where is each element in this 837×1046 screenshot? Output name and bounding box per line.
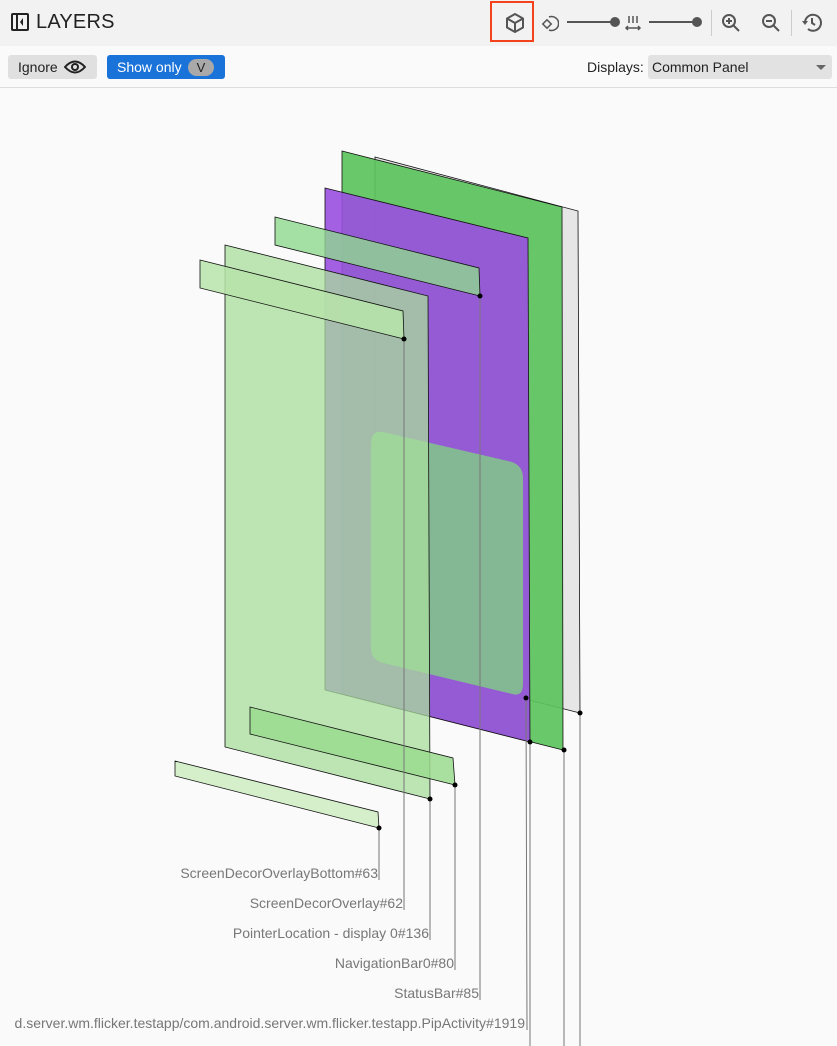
show-only-label: Show only	[117, 59, 182, 75]
layers-3d-canvas[interactable]: ScreenDecorOverlayBottom#63 ScreenDecorO…	[0, 88, 837, 1046]
rotation-slider-track[interactable]	[567, 21, 615, 23]
panel-title: LAYERS	[36, 11, 115, 33]
show-only-button[interactable]: Show only V	[107, 55, 225, 79]
selected-tool-highlight	[490, 1, 534, 42]
layer-anchor-dot	[527, 739, 533, 745]
rotation-icon	[541, 15, 559, 32]
spacing-slider-track[interactable]	[649, 21, 697, 23]
zoom-out-icon	[762, 14, 780, 32]
layer-anchor-dot	[523, 695, 529, 701]
zoom-in-icon	[722, 14, 740, 32]
ignore-label: Ignore	[18, 59, 58, 75]
show-only-chip[interactable]: V	[187, 58, 215, 76]
cube-3d-icon	[506, 13, 524, 33]
layer-anchor-dot	[477, 293, 483, 299]
reset-button[interactable]	[800, 0, 824, 46]
layer-label[interactable]: NavigationBar0#80	[335, 955, 454, 971]
ignore-button[interactable]: Ignore	[8, 55, 97, 79]
leader-line	[525, 697, 528, 1031]
layer-label[interactable]: PointerLocation - display 0#136	[233, 925, 429, 941]
layer-anchor-dot	[577, 710, 583, 716]
panel-header: LAYERS	[0, 0, 837, 46]
spacing-control	[623, 0, 643, 46]
toolbar-divider	[711, 10, 712, 36]
cube-3d-button[interactable]	[502, 0, 528, 46]
layer-label[interactable]: ScreenDecorOverlay#62	[250, 895, 404, 911]
rotation-slider-handle[interactable]	[610, 17, 620, 27]
spacing-icon	[624, 16, 642, 31]
rotation-control	[540, 0, 560, 46]
layer-anchor-dot	[427, 796, 433, 802]
layer-anchor-dot	[376, 825, 382, 831]
zoom-in-button[interactable]	[720, 0, 742, 46]
layer-label[interactable]: StatusBar#85	[394, 985, 479, 1001]
layer-label[interactable]: ScreenDecorOverlayBottom#63	[180, 865, 378, 881]
layer-anchor-dot	[452, 782, 458, 788]
eye-icon	[63, 60, 86, 74]
layer-anchor-dot	[401, 336, 407, 342]
displays-label: Displays:	[587, 59, 644, 75]
layer-anchor-dot	[561, 747, 567, 753]
panel-toggle-icon[interactable]	[11, 13, 29, 31]
layer-label[interactable]: d.server.wm.flicker.testapp/com.android.…	[15, 1015, 526, 1031]
toolbar-divider	[791, 10, 792, 36]
chevron-down-icon	[816, 65, 826, 70]
zoom-out-button[interactable]	[760, 0, 782, 46]
reset-history-icon	[802, 13, 822, 32]
spacing-slider-handle[interactable]	[692, 17, 702, 27]
displays-value: Common Panel	[652, 59, 749, 75]
displays-select[interactable]: Common Panel	[648, 55, 832, 79]
